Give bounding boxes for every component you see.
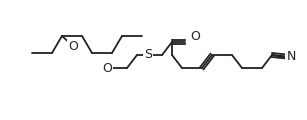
Text: S: S xyxy=(144,48,152,61)
Text: O: O xyxy=(102,61,112,75)
Text: N: N xyxy=(286,51,296,63)
Text: O: O xyxy=(68,39,78,53)
Text: O: O xyxy=(190,30,200,44)
